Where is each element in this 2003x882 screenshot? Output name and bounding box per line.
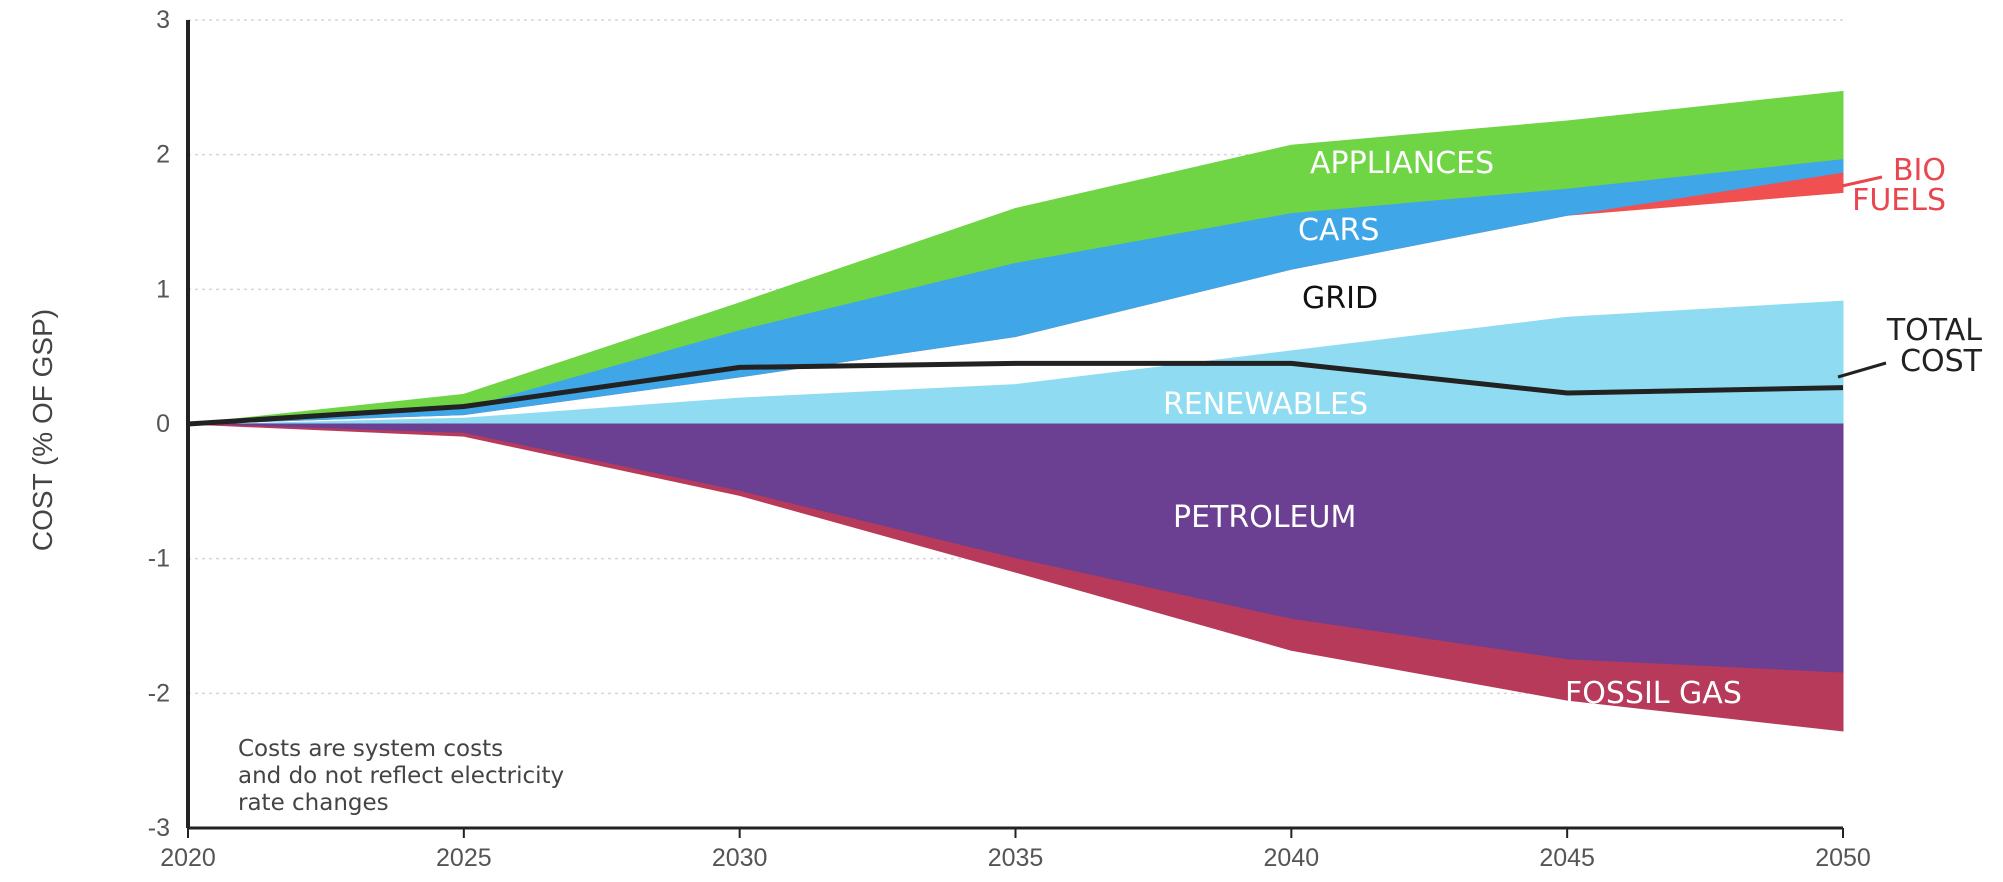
bio-fuels-leader-line <box>1841 175 1883 188</box>
x-tick-label: 2045 <box>1539 844 1595 872</box>
label-petroleum: PETROLEUM <box>1173 500 1356 535</box>
label-total-cost-line2: COST <box>1900 344 1983 379</box>
y-tick-label: 3 <box>156 6 170 34</box>
y-tick-label: -2 <box>148 679 170 707</box>
y-tick-label: -1 <box>148 545 170 573</box>
y-tick-label: -3 <box>148 814 170 842</box>
total-cost-leader-line <box>1837 361 1887 379</box>
annotation-line-1: Costs are system costs <box>238 736 503 762</box>
label-appliances: APPLIANCES <box>1310 146 1494 181</box>
x-tick-label: 2035 <box>988 844 1044 872</box>
x-tick-label: 2040 <box>1264 844 1320 872</box>
label-grid: GRID <box>1302 281 1378 316</box>
area-appliances <box>187 90 1844 425</box>
label-bio-fuels-line1: BIO <box>1893 153 1946 188</box>
label-fossil-gas: FOSSIL GAS <box>1565 676 1742 711</box>
x-tick-label: 2030 <box>712 844 768 872</box>
area-petroleum <box>187 423 1844 674</box>
stacked-areas <box>187 90 1844 732</box>
x-tick-label: 2020 <box>160 844 216 872</box>
x-tick-label: 2025 <box>436 844 492 872</box>
annotation-line-3: rate changes <box>238 790 389 816</box>
series-lines <box>187 360 1844 427</box>
label-renewables: RENEWABLES <box>1163 387 1368 422</box>
y-tick-label: 1 <box>156 275 170 303</box>
y-axis-label: COST (% OF GSP) <box>27 309 58 551</box>
label-total-cost-line1: TOTAL <box>1886 313 1982 348</box>
label-bio-fuels-line2: FUELS <box>1852 183 1946 218</box>
x-tick-label: 2050 <box>1815 844 1871 872</box>
label-cars: CARS <box>1298 213 1379 248</box>
area-fossil-gas <box>187 423 1844 732</box>
y-tick-label: 0 <box>156 410 170 438</box>
y-tick-label: 2 <box>156 141 170 169</box>
annotation-line-2: and do not reflect electricity <box>238 763 564 789</box>
line-total-cost <box>187 360 1844 427</box>
